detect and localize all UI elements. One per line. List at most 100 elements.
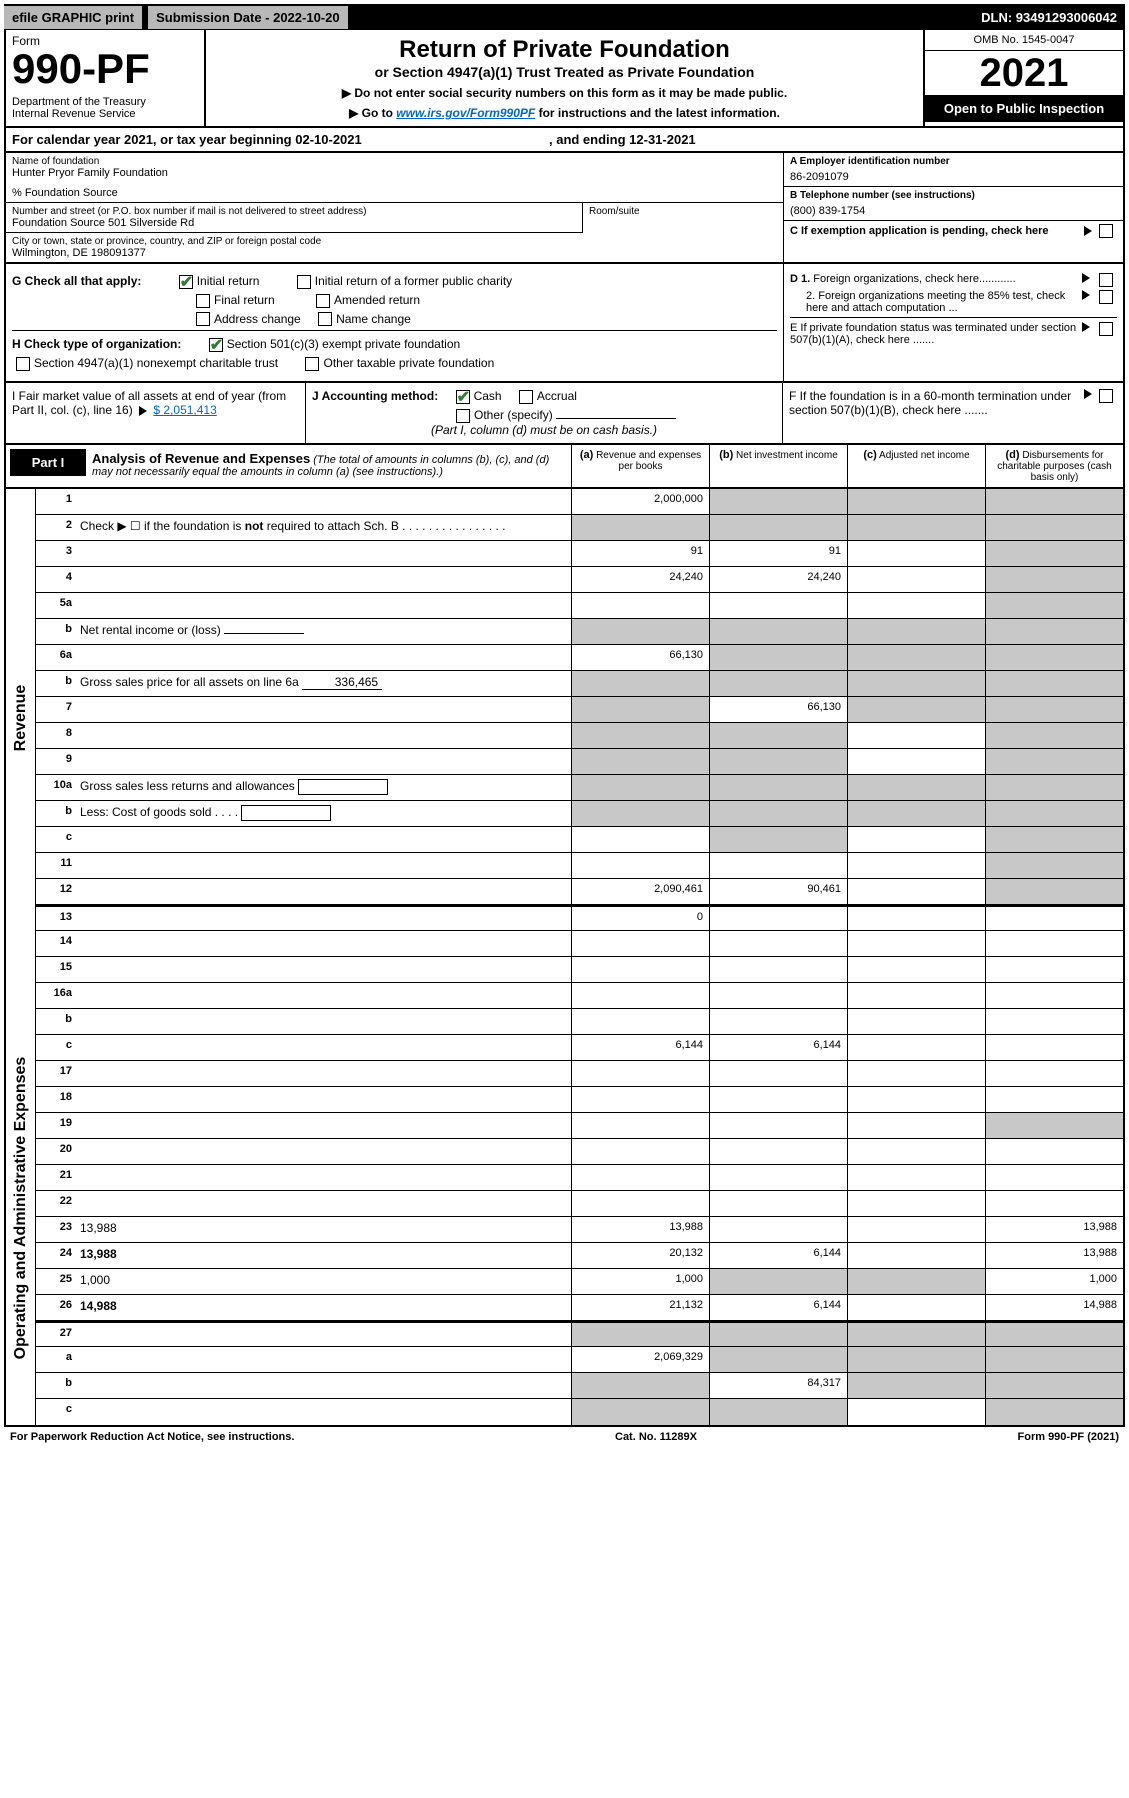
cell-col-d: 14,988: [985, 1295, 1123, 1320]
col-b-header: (b) Net investment income: [709, 445, 847, 487]
col-a-letter: (a): [580, 449, 593, 461]
col-c-letter: (c): [863, 449, 876, 461]
line-number: 6a: [36, 645, 76, 670]
cell-col-a: [571, 1009, 709, 1034]
c3-label: Section 501(c)(3) exempt private foundat…: [227, 337, 460, 351]
foundation-name: Hunter Pryor Family Foundation: [12, 167, 777, 179]
form-number: 990-PF: [12, 48, 198, 90]
part1-title: Analysis of Revenue and Expenses: [92, 451, 310, 466]
cell-col-a: [571, 749, 709, 774]
cell-col-b: 66,130: [709, 697, 847, 722]
addr-label: Number and street (or P.O. box number if…: [12, 206, 576, 217]
cell-col-b: [709, 619, 847, 644]
col-a-text: Revenue and expenses per books: [596, 450, 701, 472]
initial-return-checkbox[interactable]: [179, 275, 193, 289]
other-taxable-label: Other taxable private foundation: [323, 356, 494, 370]
f-checkbox[interactable]: [1099, 389, 1113, 403]
header-mid: Return of Private Foundation or Section …: [206, 30, 923, 126]
line-number: b: [36, 801, 76, 826]
cell-col-c: [847, 645, 985, 670]
initial-former-label: Initial return of a former public charit…: [315, 274, 512, 288]
cash-checkbox[interactable]: [456, 390, 470, 404]
cell-col-b: [709, 853, 847, 878]
part1-desc: Analysis of Revenue and Expenses (The to…: [86, 445, 571, 487]
e-checkbox[interactable]: [1099, 322, 1113, 336]
line-number: b: [36, 1373, 76, 1398]
cell-col-d: [985, 1191, 1123, 1216]
cell-col-d: [985, 1165, 1123, 1190]
cell-col-b: [709, 1269, 847, 1294]
cell-col-c: [847, 1061, 985, 1086]
cell-col-d: [985, 723, 1123, 748]
footer-mid: Cat. No. 11289X: [615, 1431, 697, 1443]
cell-col-d: [985, 983, 1123, 1008]
table-row: bLess: Cost of goods sold . . . .: [36, 801, 1123, 827]
cell-col-d: 13,988: [985, 1243, 1123, 1268]
i-label: I Fair market value of all assets at end…: [12, 389, 286, 417]
entity-left: Name of foundation Hunter Pryor Family F…: [6, 153, 783, 262]
initial-return-label: Initial return: [197, 274, 260, 288]
d2-checkbox[interactable]: [1099, 290, 1113, 304]
cell-col-a: [571, 593, 709, 618]
cell-col-d: [985, 697, 1123, 722]
c3-checkbox[interactable]: [209, 338, 223, 352]
cell-col-d: [985, 1087, 1123, 1112]
cell-col-b: [709, 749, 847, 774]
cell-col-d: [985, 567, 1123, 592]
open-public: Open to Public Inspection: [925, 95, 1123, 122]
arrow-icon: [1082, 273, 1090, 283]
line-number: 13: [36, 907, 76, 930]
final-return-checkbox[interactable]: [196, 294, 210, 308]
cell-col-a: 2,090,461: [571, 879, 709, 904]
arrow-icon: [1084, 389, 1092, 399]
cell-col-d: [985, 1399, 1123, 1425]
amended-checkbox[interactable]: [316, 294, 330, 308]
line-description: [76, 1035, 571, 1060]
line-description: [76, 1165, 571, 1190]
cell-col-d: [985, 931, 1123, 956]
initial-former-checkbox[interactable]: [297, 275, 311, 289]
accrual-checkbox[interactable]: [519, 390, 533, 404]
cell-col-c: [847, 1373, 985, 1398]
cell-col-c: [847, 1399, 985, 1425]
cell-col-c: [847, 1347, 985, 1372]
cell-col-d: 13,988: [985, 1217, 1123, 1242]
line-number: 1: [36, 489, 76, 514]
revenue-side-label: Revenue: [12, 673, 30, 763]
table-row: c: [36, 1399, 1123, 1425]
s4947-checkbox[interactable]: [16, 357, 30, 371]
line-description: [76, 907, 571, 930]
line-description: Gross sales less returns and allowances: [76, 775, 571, 800]
cell-col-b: [709, 593, 847, 618]
cell-col-d: [985, 1061, 1123, 1086]
name-change-checkbox[interactable]: [318, 312, 332, 326]
form-note2: ▶ Go to www.irs.gov/Form990PF for instru…: [212, 106, 917, 120]
arrow-icon: [139, 406, 147, 416]
table-row: 19: [36, 1113, 1123, 1139]
cell-col-c: [847, 827, 985, 852]
other-method-checkbox[interactable]: [456, 409, 470, 423]
cell-col-b: [709, 1061, 847, 1086]
cell-col-b: [709, 1165, 847, 1190]
table-row: 122,090,46190,461: [36, 879, 1123, 905]
table-row: 12,000,000: [36, 489, 1123, 515]
other-taxable-checkbox[interactable]: [305, 357, 319, 371]
cell-col-b: [709, 1113, 847, 1138]
address-change-checkbox[interactable]: [196, 312, 210, 326]
cell-col-a: 0: [571, 907, 709, 930]
final-return-label: Final return: [214, 293, 275, 307]
line-number: 26: [36, 1295, 76, 1320]
line-description: [76, 489, 571, 514]
cell-col-a: [571, 671, 709, 696]
cell-col-d: [985, 957, 1123, 982]
cell-col-d: [985, 489, 1123, 514]
form990pf-link[interactable]: www.irs.gov/Form990PF: [396, 106, 535, 120]
col-a-header: (a) Revenue and expenses per books: [571, 445, 709, 487]
cell-col-c: [847, 1269, 985, 1294]
dept-treasury: Department of the Treasury: [12, 96, 198, 108]
main-table: Revenue Operating and Administrative Exp…: [4, 489, 1125, 1427]
city-label: City or town, state or province, country…: [12, 236, 777, 247]
d1-checkbox[interactable]: [1099, 273, 1113, 287]
c-checkbox[interactable]: [1099, 224, 1113, 238]
cell-col-c: [847, 619, 985, 644]
